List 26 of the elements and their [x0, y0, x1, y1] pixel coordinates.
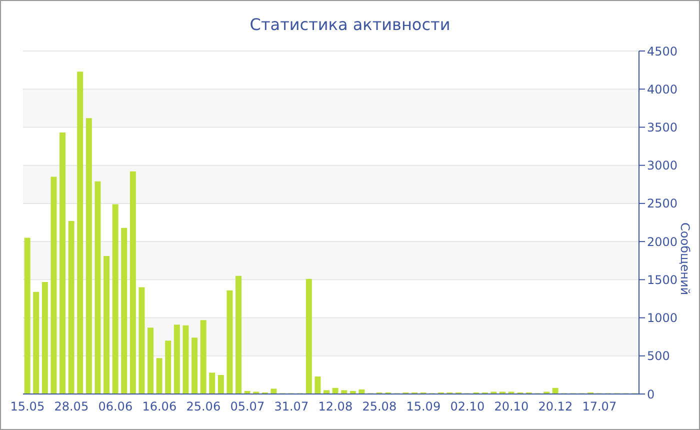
x-tick-label: 15.05	[10, 400, 45, 414]
x-tick-label: 16.06	[142, 400, 177, 414]
y-tick-label: 1500	[647, 272, 678, 287]
x-tick-label: 31.07	[274, 400, 309, 414]
y-tick-label: 2000	[647, 234, 678, 249]
y-tick-label: 3000	[647, 158, 678, 173]
y-tick-label: 3500	[647, 120, 678, 134]
x-tick-label: 17.07	[582, 400, 617, 414]
chart-title: Статистика активности	[248, 15, 452, 34]
y-tick-label: 4000	[647, 82, 678, 96]
y-tick-label: 4500	[647, 44, 678, 58]
x-tick-label: 12.08	[318, 400, 353, 414]
y-axis-title: Сообщений	[678, 222, 692, 296]
x-tick-label: 20.10	[494, 400, 529, 414]
x-tick-label: 25.08	[362, 400, 397, 414]
x-tick-label: 02.10	[450, 400, 485, 414]
x-tick-label: 05.07	[230, 400, 265, 414]
x-tick-label: 28.05	[54, 400, 89, 414]
x-tick-label: 06.06	[98, 400, 133, 414]
y-tick-label: 500	[647, 349, 670, 364]
y-tick-label: 2500	[647, 196, 678, 211]
y-tick-label: 0	[647, 387, 655, 402]
y-tick-label: 1000	[647, 311, 678, 326]
x-tick-label: 20.12	[538, 400, 573, 414]
x-tick-label: 25.06	[186, 400, 221, 414]
x-tick-label: 15.09	[406, 400, 441, 414]
